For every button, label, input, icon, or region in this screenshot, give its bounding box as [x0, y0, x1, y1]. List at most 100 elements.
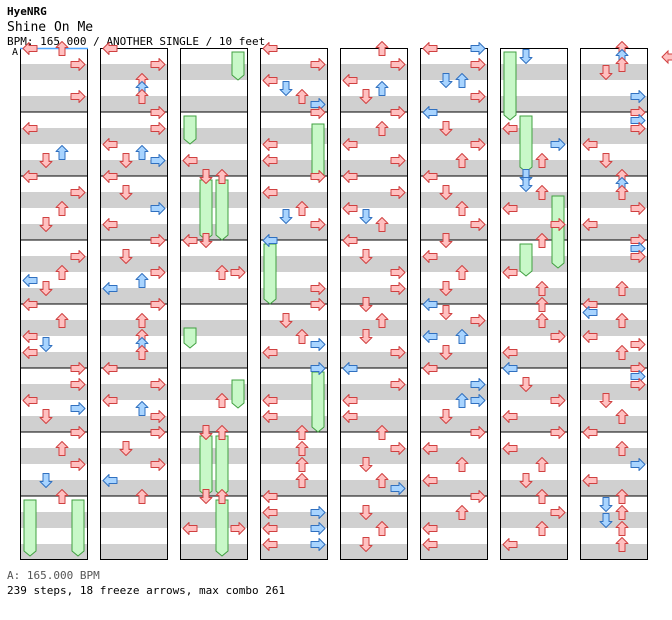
arrow-left-icon — [342, 202, 358, 215]
arrow-up-icon — [135, 489, 149, 504]
arrow-up-icon — [375, 217, 389, 232]
arrow-up-icon — [615, 345, 629, 360]
arrow-left-icon — [262, 74, 278, 87]
arrow-down-icon — [119, 185, 133, 200]
arrow-right-icon — [470, 378, 486, 391]
arrow-down-icon — [439, 185, 453, 200]
arrow-right-icon — [310, 522, 326, 535]
beat-stripe — [100, 256, 168, 272]
beat-stripe — [180, 256, 248, 272]
beat-stripe — [260, 256, 328, 272]
beat-stripe — [260, 384, 328, 400]
arrow-left-icon — [582, 306, 598, 319]
arrow-up-icon — [215, 425, 229, 440]
beat-stripe — [100, 96, 168, 112]
arrow-left-icon — [182, 234, 198, 247]
arrow-down-icon — [359, 329, 373, 344]
chart-column-border — [340, 48, 408, 560]
beat-stripe — [420, 128, 488, 144]
arrow-left-icon — [102, 394, 118, 407]
arrow-up-icon — [535, 153, 549, 168]
arrow-left-icon — [22, 298, 38, 311]
arrow-right-icon — [390, 154, 406, 167]
arrow-up-icon — [455, 457, 469, 472]
arrow-right-icon — [310, 170, 326, 183]
chart-column-border — [580, 48, 648, 560]
beat-stripe — [100, 320, 168, 336]
arrow-up-icon — [375, 81, 389, 96]
arrow-right-icon — [550, 506, 566, 519]
arrow-right-icon — [70, 58, 86, 71]
beat-stripe — [420, 192, 488, 208]
arrow-left-icon — [422, 170, 438, 183]
beat-stripe — [500, 288, 568, 304]
arrow-down-icon — [119, 249, 133, 264]
arrow-right-icon — [390, 282, 406, 295]
beat-stripe — [500, 160, 568, 176]
beat-stripe — [260, 320, 328, 336]
arrow-left-icon — [102, 362, 118, 375]
arrow-left-icon — [342, 234, 358, 247]
arrow-right-icon — [390, 346, 406, 359]
arrow-left-icon — [262, 538, 278, 551]
arrow-left-icon — [502, 122, 518, 135]
freeze-arrow — [263, 243, 277, 305]
arrow-up-icon — [295, 457, 309, 472]
arrow-left-icon — [262, 154, 278, 167]
beat-stripe — [100, 352, 168, 368]
arrow-left-icon — [422, 42, 438, 55]
beat-stripe — [20, 320, 88, 336]
arrow-right-icon — [70, 90, 86, 103]
beat-stripe — [180, 512, 248, 528]
arrow-up-icon — [455, 393, 469, 408]
arrow-up-icon — [375, 313, 389, 328]
beat-stripe — [420, 288, 488, 304]
freeze-arrow — [199, 435, 213, 497]
arrow-right-icon — [390, 186, 406, 199]
beat-stripe — [180, 416, 248, 432]
arrow-right-icon — [150, 426, 166, 439]
arrow-left-icon — [262, 522, 278, 535]
arrow-right-icon — [70, 362, 86, 375]
arrow-down-icon — [519, 473, 533, 488]
arrow-right-icon — [310, 58, 326, 71]
beat-stripe — [580, 160, 648, 176]
arrow-right-icon — [150, 266, 166, 279]
arrow-right-icon — [630, 378, 646, 391]
beat-stripe — [340, 512, 408, 528]
chart-column-border — [180, 48, 248, 560]
arrow-down-icon — [439, 305, 453, 320]
beat-stripe — [420, 160, 488, 176]
arrow-left-icon — [422, 442, 438, 455]
arrow-down-icon — [39, 473, 53, 488]
arrow-down-icon — [199, 425, 213, 440]
beat-stripe — [260, 128, 328, 144]
arrow-right-icon — [230, 522, 246, 535]
beat-stripe — [180, 448, 248, 464]
arrow-left-icon — [102, 138, 118, 151]
arrow-down-icon — [519, 377, 533, 392]
arrow-up-icon — [135, 145, 149, 160]
arrow-up-icon — [535, 521, 549, 536]
arrow-right-icon — [70, 426, 86, 439]
arrow-left-icon — [422, 362, 438, 375]
beat-stripe — [340, 96, 408, 112]
beat-stripe — [180, 288, 248, 304]
beat-stripe — [420, 416, 488, 432]
arrow-up-icon — [375, 473, 389, 488]
arrow-left-icon — [502, 538, 518, 551]
arrow-up-icon — [535, 297, 549, 312]
song-title: Shine On Me — [7, 20, 94, 35]
arrow-left-icon — [582, 330, 598, 343]
arrow-right-icon — [390, 58, 406, 71]
arrow-left-icon — [262, 42, 278, 55]
chart-column-border — [500, 48, 568, 560]
arrow-up-icon — [615, 57, 629, 72]
arrow-right-icon — [550, 394, 566, 407]
beat-stripe — [20, 544, 88, 560]
freeze-arrow — [215, 499, 229, 557]
arrow-up-icon — [135, 345, 149, 360]
arrow-down-icon — [599, 65, 613, 80]
arrow-right-icon — [630, 458, 646, 471]
arrow-left-icon — [422, 330, 438, 343]
